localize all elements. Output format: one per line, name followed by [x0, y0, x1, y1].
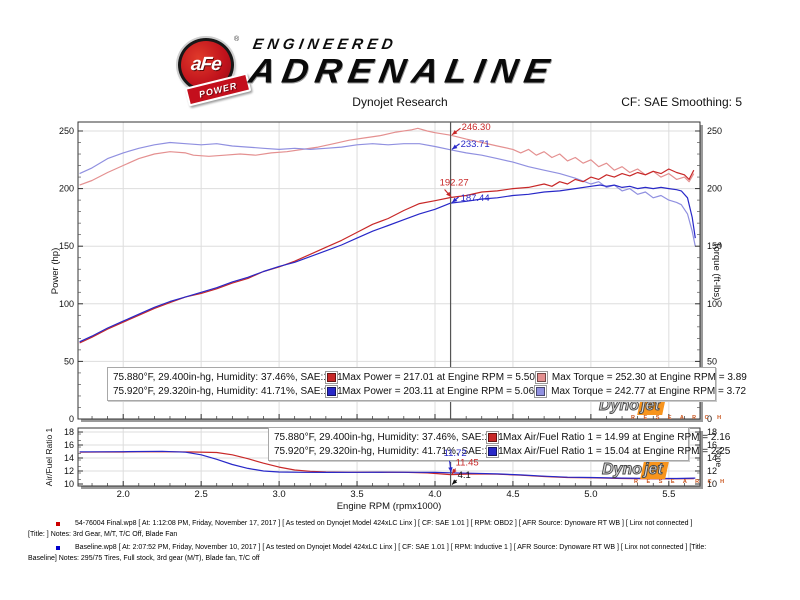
svg-text:2.0: 2.0 — [117, 489, 130, 500]
afr-final-swatch-icon — [486, 430, 499, 444]
legend-row-final: 75.880°F, 29.400in-hg, Humidity: 37.46%,… — [113, 370, 747, 384]
power-final-swatch-icon — [325, 370, 338, 384]
legend-row-baseline: 75.920°F, 29.320in-hg, Humidity: 41.71%,… — [274, 444, 730, 458]
svg-text:100: 100 — [59, 299, 74, 309]
dynojet-watermark-afr: Dyno jet R E S E A R C H — [602, 461, 728, 486]
svg-text:0: 0 — [69, 414, 74, 424]
run-notes: [Title: ] Notes: 3rd Gear, M/T, T/C Off,… — [28, 531, 178, 538]
max-afr-legend: 75.880°F, 29.400in-hg, Humidity: 37.46%,… — [268, 427, 730, 461]
svg-text:250: 250 — [707, 126, 722, 136]
svg-text:4.5: 4.5 — [506, 489, 519, 500]
registered-trademark-icon: ® — [234, 36, 240, 43]
afr-axis-title: Air/Fuel Ratio 1 — [44, 427, 54, 486]
dynojet-logo: Dyno jet — [602, 461, 728, 479]
chart-title: Dynojet Research — [352, 95, 448, 109]
power-axis-title: Power (hp) — [50, 248, 61, 294]
max-afr-value: Max Air/Fuel Ratio 1 = 14.99 at Engine R… — [503, 431, 731, 443]
svg-text:14: 14 — [64, 453, 74, 463]
svg-text:5.5: 5.5 — [662, 489, 675, 500]
run-conditions-label: 75.880°F, 29.400in-hg, Humidity: 37.46%,… — [274, 431, 504, 443]
torque-axis-title: Torque (ft-lbs) — [711, 242, 722, 301]
dynojet-research-subtext: R E S E A R C H — [634, 479, 728, 485]
run-conditions-label: 75.880°F, 29.400in-hg, Humidity: 37.46%,… — [113, 371, 343, 383]
svg-text:4.0: 4.0 — [428, 489, 441, 500]
torque-baseline-swatch-icon — [534, 384, 548, 398]
dynojet-research-subtext: R E S E A R C H — [631, 415, 725, 421]
svg-text:18: 18 — [64, 427, 74, 437]
svg-text:5.0: 5.0 — [584, 489, 597, 500]
torque-final-swatch-icon — [534, 370, 548, 384]
series-torque_final — [79, 127, 695, 186]
svg-text:200: 200 — [707, 184, 722, 194]
max-values-legend: 75.880°F, 29.400in-hg, Humidity: 37.46%,… — [107, 367, 747, 401]
run-conditions-label: 75.920°F, 29.320in-hg, Humidity: 41.71%,… — [113, 385, 343, 397]
run-notes: Baseline] Notes: 295/75 Tires, Full stoc… — [28, 555, 260, 562]
afe-power-logo: aFe ® POWER — [172, 36, 262, 107]
axis-labels: 2.0 2.5 3.0 3.5 4.0 4.5 5.0 5.5 Engine RPM (rpmx… — [44, 242, 724, 512]
svg-text:150: 150 — [59, 241, 74, 251]
power-baseline-swatch-icon — [325, 384, 338, 398]
svg-text:10: 10 — [64, 479, 74, 489]
svg-text:100: 100 — [707, 299, 722, 309]
x-axis-title: Engine RPM (rpmx1000) — [337, 501, 442, 512]
svg-text:10: 10 — [707, 479, 717, 489]
svg-text:12: 12 — [64, 466, 74, 476]
smoothing-setting-label: CF: SAE Smoothing: 5 — [621, 95, 742, 109]
svg-text:16: 16 — [707, 440, 717, 450]
svg-text:18: 18 — [707, 427, 717, 437]
svg-text:2.5: 2.5 — [195, 489, 208, 500]
max-torque-value: Max Torque = 252.30 at Engine RPM = 3.89 — [551, 371, 747, 383]
brand-header: aFe ® POWER ENGINEERED ADRENALINE — [0, 0, 800, 107]
svg-text:14: 14 — [707, 453, 717, 463]
afr-right-axis-title: None — [714, 447, 724, 468]
afr-baseline-swatch-icon — [486, 444, 499, 458]
svg-text:50: 50 — [707, 356, 717, 366]
max-power-value: Max Power = 203.11 at Engine RPM = 5.06 — [342, 385, 535, 397]
svg-text:16: 16 — [64, 440, 74, 450]
run-bullet-icon — [56, 522, 60, 526]
svg-text:250: 250 — [59, 126, 74, 136]
max-afr-value: Max Air/Fuel Ratio 1 = 15.04 at Engine R… — [503, 445, 731, 457]
run-description: 54-76004 Final.wp8 [ At: 1:12:08 PM, Fri… — [75, 520, 693, 527]
svg-text:12: 12 — [707, 466, 717, 476]
svg-text:50: 50 — [64, 356, 74, 366]
series-power_final — [79, 168, 695, 344]
run-conditions-label: 75.920°F, 29.320in-hg, Humidity: 41.71%,… — [274, 445, 504, 457]
dynojet-watermark-main: Dyno jet R E S E A R C H — [599, 397, 725, 422]
max-power-value: Max Power = 217.01 at Engine RPM = 5.50 — [342, 371, 535, 383]
max-torque-value: Max Torque = 242.77 at Engine RPM = 3.72 — [551, 385, 747, 397]
legend-row-baseline: 75.920°F, 29.320in-hg, Humidity: 41.71%,… — [113, 384, 746, 398]
svg-text:200: 200 — [59, 184, 74, 194]
legend-row-final: 75.880°F, 29.400in-hg, Humidity: 37.46%,… — [274, 430, 730, 444]
svg-text:3.0: 3.0 — [272, 489, 285, 500]
run-description: Baseline.wp8 [ At: 2:07:52 PM, Friday, N… — [75, 544, 707, 551]
svg-text:3.5: 3.5 — [350, 489, 363, 500]
svg-text:150: 150 — [707, 241, 722, 251]
dynojet-logo: Dyno jet — [599, 397, 725, 415]
svg-text:0: 0 — [707, 414, 712, 424]
series-afr_baseline — [79, 450, 696, 480]
run-bullet-icon — [56, 546, 60, 550]
